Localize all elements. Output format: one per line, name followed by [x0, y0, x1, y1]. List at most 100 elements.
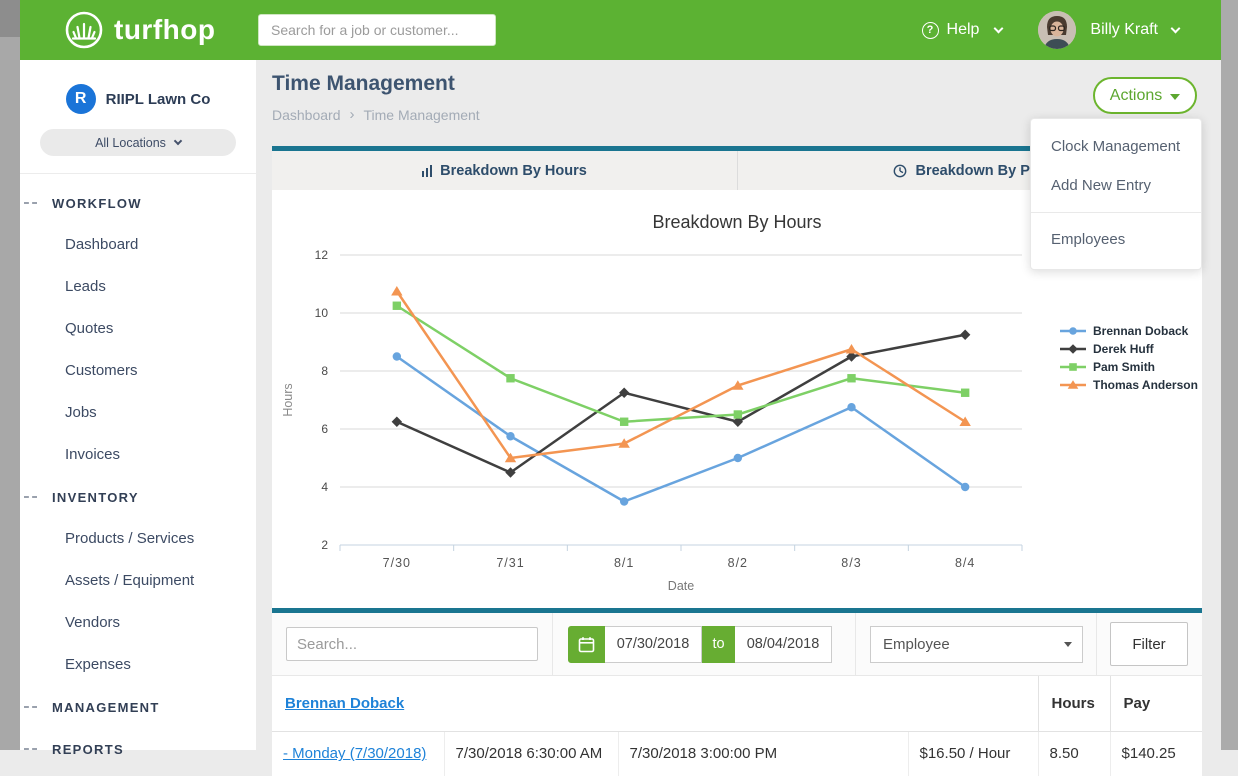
- employee-select[interactable]: Employee: [870, 625, 1083, 663]
- x-tick-label: 7/31: [496, 556, 524, 570]
- chevron-down-icon: [993, 23, 1004, 33]
- series-line-pam-smith[interactable]: [396, 304, 966, 423]
- data-point[interactable]: [618, 438, 630, 448]
- data-point[interactable]: [1069, 363, 1077, 371]
- data-point[interactable]: [619, 497, 629, 506]
- data-point[interactable]: [733, 410, 743, 419]
- sidebar-section-inventory[interactable]: INVENTORY: [20, 476, 256, 518]
- legend-label[interactable]: Derek Huff: [1093, 342, 1155, 356]
- chart-title: Breakdown By Hours: [652, 212, 822, 232]
- select-caret-icon: [1064, 641, 1072, 647]
- table-search-input[interactable]: [286, 627, 538, 661]
- series-line-thomas-anderson[interactable]: [395, 290, 966, 460]
- sidebar-item-customers[interactable]: Customers: [65, 362, 138, 379]
- data-point[interactable]: [392, 301, 402, 310]
- legend-label[interactable]: Pam Smith: [1093, 360, 1155, 374]
- legend-label[interactable]: Brennan Doback: [1093, 324, 1189, 338]
- clock-icon: [894, 164, 907, 177]
- locations-dropdown[interactable]: All Locations: [40, 129, 236, 156]
- user-avatar[interactable]: [1038, 11, 1077, 49]
- menu-item-clock-management[interactable]: Clock Management: [1051, 138, 1181, 155]
- data-point[interactable]: [391, 286, 403, 296]
- chevron-down-icon[interactable]: [1170, 23, 1181, 33]
- global-search-input[interactable]: [258, 14, 496, 46]
- section-dash-icon: [24, 496, 37, 498]
- sidebar-section-reports[interactable]: REPORTS: [20, 728, 256, 770]
- scrollbar-track[interactable]: [1221, 0, 1238, 750]
- sidebar-item-assets-equipment[interactable]: Assets / Equipment: [65, 572, 195, 589]
- data-point[interactable]: [847, 374, 856, 383]
- menu-item-employees[interactable]: Employees: [1051, 231, 1126, 248]
- data-point[interactable]: [391, 416, 403, 427]
- employee-group-link[interactable]: Brennan Doback: [285, 695, 405, 712]
- sidebar-item-invoices[interactable]: Invoices: [65, 446, 121, 463]
- y-tick-label: 4: [321, 480, 328, 494]
- day-link[interactable]: - Monday (7/30/2018): [283, 745, 427, 763]
- date-range-picker: to: [568, 625, 832, 663]
- series-line-brennan-doback[interactable]: [396, 355, 966, 503]
- data-point[interactable]: [1068, 344, 1078, 354]
- data-point[interactable]: [959, 416, 971, 426]
- company-badge: R: [65, 84, 96, 114]
- column-header-hours: Hours: [1037, 675, 1111, 732]
- data-point[interactable]: [960, 388, 970, 397]
- series-line-derek-huff[interactable]: [396, 333, 966, 474]
- data-point[interactable]: [619, 417, 629, 426]
- data-point[interactable]: [505, 467, 516, 478]
- rate-cell: $16.50 / Hour: [907, 731, 1039, 776]
- clock-in-cell: 7/30/2018 6:30:00 AM: [443, 731, 618, 776]
- data-point[interactable]: [959, 329, 971, 340]
- sidebar-item-expenses[interactable]: Expenses: [65, 656, 131, 673]
- actions-button[interactable]: Actions: [1093, 77, 1197, 114]
- brand-logo[interactable]: turfhop: [64, 10, 215, 50]
- data-point[interactable]: [506, 432, 515, 441]
- sidebar-item-products-services[interactable]: Products / Services: [65, 530, 195, 547]
- time-entries-table: Brennan Doback Hours Pay - Monday (7/30/…: [272, 675, 1203, 776]
- sidebar-item-vendors[interactable]: Vendors: [65, 614, 121, 631]
- date-to-input[interactable]: [735, 625, 832, 663]
- data-point[interactable]: [845, 344, 858, 354]
- chevron-down-icon: [173, 136, 183, 145]
- breadcrumb-dashboard[interactable]: Dashboard: [272, 106, 341, 123]
- calendar-button[interactable]: [568, 625, 605, 663]
- data-point[interactable]: [960, 482, 970, 492]
- main-content: Time Management Dashboard › Time Managem…: [256, 60, 1221, 776]
- x-tick-label: 8/1: [614, 556, 634, 570]
- sidebar-item-leads[interactable]: Leads: [65, 278, 106, 295]
- table-row: - Monday (7/30/2018) 7/30/2018 6:30:00 A…: [272, 731, 1203, 776]
- line-chart[interactable]: 2 4 6 8 10 12 7/30 7/31 8/1 8/2 8/3 8/4 Date Hours Bre…: [272, 228, 1202, 608]
- brand-name: turfhop: [114, 14, 216, 45]
- help-label: Help: [946, 21, 980, 38]
- date-from-input[interactable]: [605, 625, 702, 663]
- help-menu[interactable]: ? Help: [921, 21, 1004, 39]
- hours-cell: 8.50: [1037, 731, 1111, 776]
- y-tick-label: 10: [315, 306, 329, 320]
- tab-breakdown-by-pay[interactable]: Breakdown By Pay: [736, 151, 1203, 190]
- x-tick-label: 8/4: [955, 556, 975, 570]
- tab-breakdown-by-hours[interactable]: Breakdown By Hours: [272, 151, 737, 190]
- data-point[interactable]: [846, 351, 857, 362]
- filter-button[interactable]: Filter: [1110, 622, 1188, 666]
- data-point[interactable]: [733, 453, 743, 463]
- sidebar-divider: [20, 173, 256, 174]
- sidebar-section-workflow[interactable]: WORKFLOW: [20, 182, 256, 224]
- sidebar-item-dashboard[interactable]: Dashboard: [65, 236, 139, 253]
- data-point[interactable]: [732, 380, 744, 390]
- menu-item-add-new-entry[interactable]: Add New Entry: [1051, 177, 1152, 194]
- data-point[interactable]: [847, 403, 856, 412]
- company-name: RIIPL Lawn Co: [105, 90, 211, 108]
- data-point[interactable]: [506, 374, 515, 383]
- data-point[interactable]: [1069, 327, 1077, 335]
- clock-out-cell: 7/30/2018 3:00:00 PM: [617, 731, 908, 776]
- data-point[interactable]: [1067, 380, 1079, 389]
- menu-divider: [1031, 212, 1201, 220]
- data-point[interactable]: [504, 452, 517, 463]
- legend-label[interactable]: Thomas Anderson: [1093, 378, 1198, 392]
- sidebar-item-jobs[interactable]: Jobs: [65, 404, 97, 421]
- pay-cell: $140.25: [1109, 731, 1203, 776]
- sidebar-item-quotes[interactable]: Quotes: [65, 320, 114, 337]
- turfhop-grass-icon: [65, 11, 103, 49]
- data-point[interactable]: [392, 352, 402, 361]
- y-tick-label: 2: [321, 538, 328, 552]
- sidebar-section-management[interactable]: MANAGEMENT: [20, 686, 256, 728]
